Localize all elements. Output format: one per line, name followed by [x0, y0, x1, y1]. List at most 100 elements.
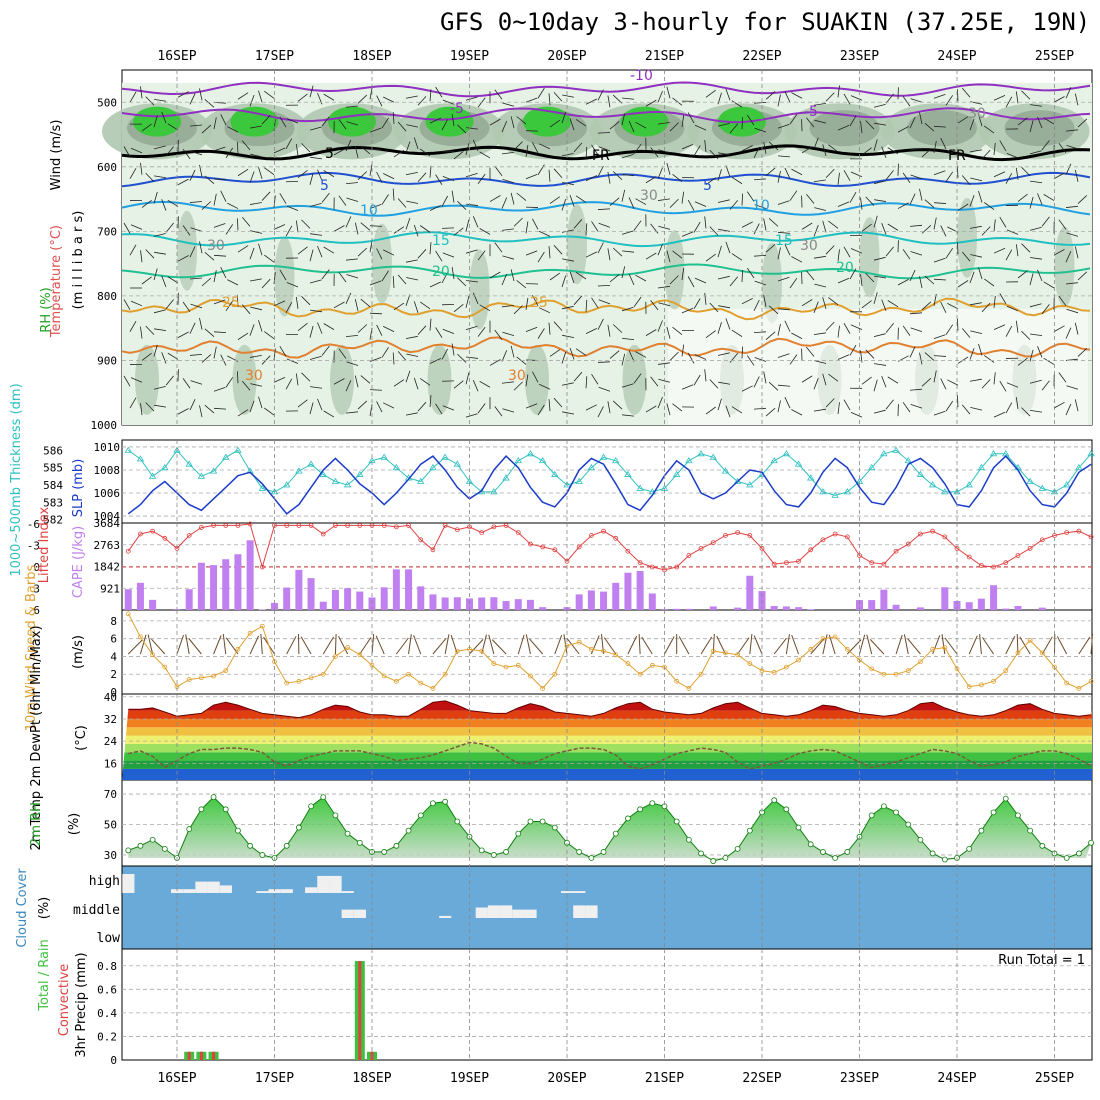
wind-barb — [869, 639, 885, 655]
wind-barb — [548, 322, 551, 335]
wind-barb — [664, 636, 675, 655]
slp-panel — [121, 439, 1093, 524]
cape-bar — [807, 609, 815, 610]
wind-barb — [261, 355, 271, 365]
wind-barb — [591, 144, 599, 156]
wind-barb — [501, 305, 514, 308]
wind-barb — [285, 138, 293, 150]
wind-barb — [549, 272, 561, 281]
y-tick-label: 921 — [100, 582, 120, 595]
wind-speed-point — [588, 646, 594, 652]
contour-label: FR — [592, 148, 610, 164]
cloud-bar-high — [341, 891, 354, 893]
wind-barb — [753, 223, 760, 235]
wind-barb — [375, 635, 385, 655]
li-point — [698, 545, 704, 551]
wind-barb — [1017, 117, 1028, 126]
wind-barb — [885, 93, 894, 104]
wind-barb — [635, 274, 647, 282]
wind-barb — [516, 116, 527, 125]
wind-barb — [413, 377, 419, 390]
date-label-bottom: 22SEP — [742, 1071, 781, 1086]
li-point — [259, 564, 265, 570]
thickness-point — [587, 463, 596, 471]
li-point — [893, 548, 899, 554]
thickness-line — [128, 449, 1092, 496]
wind-barb — [729, 276, 739, 287]
li-point — [223, 523, 229, 528]
wind-barb — [479, 380, 491, 388]
thickness-point — [867, 463, 876, 471]
wind-barb — [1074, 399, 1079, 412]
y-tick-label: 582 — [43, 514, 63, 527]
wind-barb — [141, 276, 152, 285]
wind-barb — [725, 318, 731, 330]
wind-barb — [360, 298, 371, 308]
wind-barb — [645, 329, 657, 336]
rh-mid-column — [957, 197, 977, 278]
wind-barb — [297, 246, 308, 255]
wind-barb — [297, 169, 308, 179]
wind-barb — [909, 312, 923, 315]
wind-barb — [573, 219, 583, 229]
wind-barb — [741, 269, 743, 283]
wind-barb — [947, 379, 959, 386]
wind-barb — [413, 137, 419, 150]
wind-speed-point — [747, 661, 753, 666]
thickness-point — [124, 446, 132, 453]
wind-barb — [666, 162, 671, 175]
wind-barb — [1015, 91, 1019, 104]
wind-barb — [502, 331, 515, 337]
chart-title: GFS 0~10day 3-hourly for SUAKIN (37.25E,… — [440, 8, 1091, 36]
wind-barb — [1041, 216, 1050, 227]
wind-barb — [860, 121, 863, 134]
wind-barb — [525, 145, 529, 157]
wind-barb — [895, 634, 903, 655]
wind-barb — [286, 118, 299, 124]
wind-barb — [258, 396, 263, 409]
temperature-contour — [121, 107, 1091, 124]
wind-barb — [177, 331, 189, 338]
li-point — [503, 523, 509, 528]
wind-barb — [140, 250, 143, 263]
wind-barb — [405, 259, 418, 263]
thickness-point — [270, 488, 279, 495]
wind-barb — [765, 243, 776, 253]
wind-barb — [167, 276, 179, 284]
wind-barb — [753, 254, 767, 257]
wind-barb — [189, 354, 203, 356]
wind-barb — [717, 398, 722, 411]
cape-bar — [624, 572, 632, 610]
wind-barb — [837, 85, 840, 98]
li-point — [674, 564, 680, 570]
wind-barb — [321, 269, 330, 280]
wind-barb — [837, 402, 840, 415]
wind-speed-point — [869, 666, 875, 672]
wind-barb — [909, 148, 923, 151]
thickness-point — [721, 467, 730, 474]
cape-bar — [197, 562, 205, 610]
wind-barb — [561, 111, 567, 124]
cape-bar — [868, 600, 876, 610]
wind-barb — [453, 303, 464, 313]
wind-barb — [249, 94, 255, 107]
wind-speed-point — [674, 678, 680, 684]
rh-point — [637, 806, 644, 813]
wind-barb — [591, 373, 599, 385]
wind-barb — [717, 275, 730, 280]
wind-speed-point — [637, 671, 643, 677]
wind-barb — [585, 376, 588, 389]
wind-speed-point — [491, 661, 497, 666]
wind-barb — [717, 199, 730, 203]
wind-speed-point — [1064, 680, 1070, 686]
cape-bar — [356, 591, 364, 610]
wind-barb — [910, 251, 923, 256]
contour-label: -5 — [804, 104, 818, 120]
wind-barb — [442, 99, 455, 105]
wind-barb — [933, 278, 947, 281]
wind-barb — [525, 250, 538, 256]
wind-barb — [1058, 142, 1067, 154]
wind-barb — [763, 218, 767, 231]
wind-barb — [381, 270, 389, 282]
